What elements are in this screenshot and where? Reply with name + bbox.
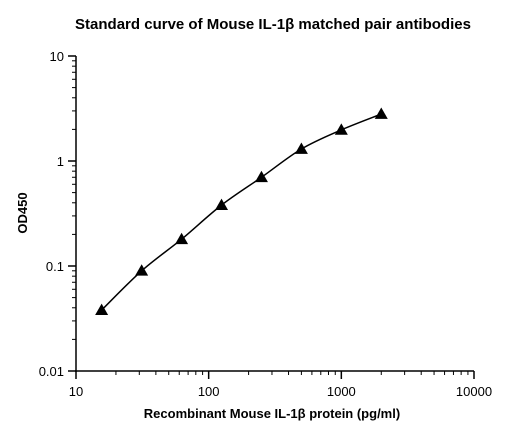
x-tick-label: 10000 xyxy=(456,384,492,399)
fit-curve-line xyxy=(101,113,382,311)
x-axis-ticks: 10 100 1000 10000 xyxy=(69,371,492,399)
data-point-triangle xyxy=(254,170,268,183)
y-tick-label: 10 xyxy=(50,49,64,64)
x-tick-label: 1000 xyxy=(327,384,356,399)
data-point-triangle xyxy=(175,232,189,245)
data-points xyxy=(95,107,388,315)
data-point-triangle xyxy=(215,198,229,210)
y-tick-label: 1 xyxy=(57,154,64,169)
data-point-triangle xyxy=(374,107,388,119)
y-tick-label: 0.1 xyxy=(46,259,64,274)
y-axis-ticks: 0.01 0.1 1 10 xyxy=(39,49,76,379)
data-point-triangle xyxy=(334,123,348,135)
x-tick-label: 10 xyxy=(69,384,83,399)
chart-title: Standard curve of Mouse IL-1β matched pa… xyxy=(75,16,471,33)
x-tick-label: 100 xyxy=(198,384,220,399)
data-point-triangle xyxy=(135,264,149,276)
y-tick-label: 0.01 xyxy=(39,364,64,379)
data-point-triangle xyxy=(95,303,109,315)
y-axis-label: OD450 xyxy=(15,192,30,233)
data-point-triangle xyxy=(294,142,308,154)
axes xyxy=(75,56,474,372)
x-axis-label: Recombinant Mouse IL-1β protein (pg/ml) xyxy=(144,406,400,421)
